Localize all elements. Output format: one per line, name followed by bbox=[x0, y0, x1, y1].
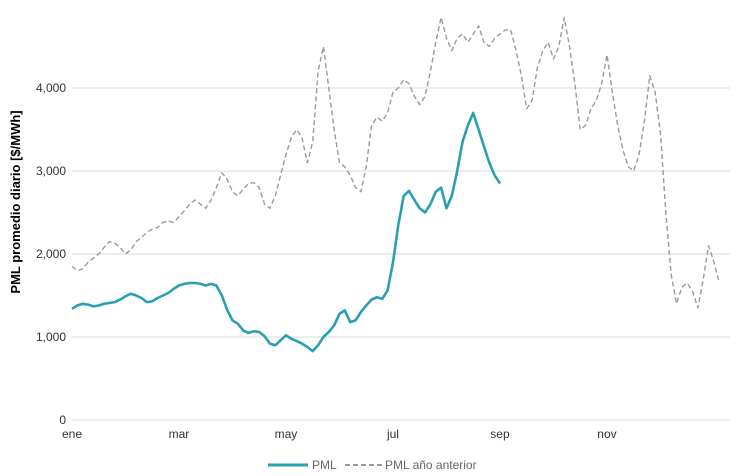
x-tick-label: sep bbox=[490, 427, 510, 441]
x-tick-label: mar bbox=[169, 427, 190, 441]
y-axis-label: PML promedio diario [$/MWh] bbox=[8, 110, 23, 293]
x-tick-label: nov bbox=[597, 427, 616, 441]
y-tick-label: 0 bbox=[59, 413, 66, 427]
y-tick-label: 2,000 bbox=[36, 247, 66, 261]
x-tick-labels: ene mar may jul sep nov bbox=[62, 427, 617, 441]
legend-label-pml: PML bbox=[312, 458, 337, 472]
series-line-pml bbox=[71, 111, 502, 353]
x-tick-label: may bbox=[275, 427, 298, 441]
legend-label-pml-ano-anterior: PML año anterior bbox=[385, 458, 477, 472]
series-line-pml-a-o-anterior bbox=[71, 16, 720, 309]
legend: PML PML año anterior bbox=[268, 458, 477, 472]
y-tick-labels: 0 1,000 2,000 3,000 4,000 bbox=[36, 81, 66, 427]
y-tick-label: 4,000 bbox=[36, 81, 66, 95]
gridlines bbox=[72, 87, 730, 421]
y-tick-label: 1,000 bbox=[36, 330, 66, 344]
x-tick-label: ene bbox=[62, 427, 82, 441]
y-tick-label: 3,000 bbox=[36, 164, 66, 178]
series-layer bbox=[71, 16, 720, 353]
x-tick-label: jul bbox=[386, 427, 399, 441]
